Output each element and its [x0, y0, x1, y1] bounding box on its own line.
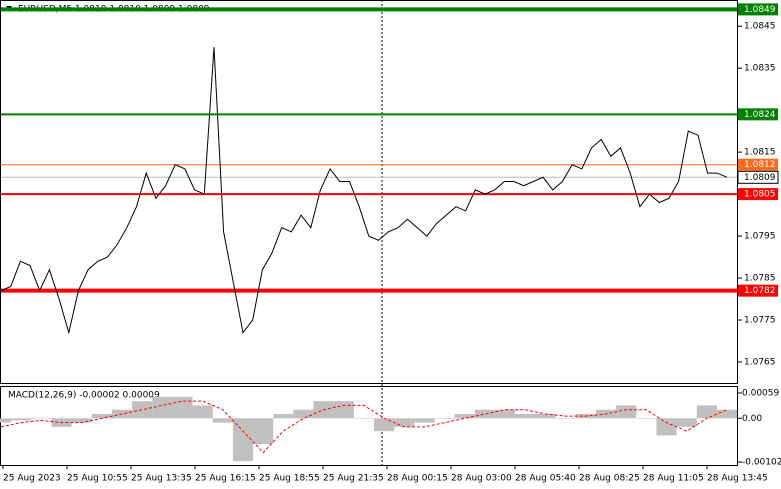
y-tick-label: 1.0815 [744, 148, 776, 158]
macd-bar [0, 418, 12, 423]
y-tick-label: 1.0795 [744, 232, 776, 242]
macd-bar [333, 401, 354, 419]
macd-bar [11, 418, 32, 421]
macd-title: MACD(12,26,9) -0.00002 0.00009 [8, 391, 160, 401]
macd-bar [273, 414, 294, 419]
macd-signal [0, 400, 728, 454]
macd-bar [555, 418, 576, 419]
level-label: 1.0805 [744, 190, 776, 200]
macd-bar [454, 414, 475, 419]
macd-bar [394, 418, 415, 427]
y-tick-label: 1.0845 [744, 22, 776, 32]
macd-bar [212, 418, 233, 423]
x-tick-label: 25 Aug 18:55 [259, 474, 320, 484]
macd-bar [31, 418, 52, 419]
y-tick-label: 1.0775 [744, 316, 776, 326]
x-tick-label: 28 Aug 00:15 [387, 474, 448, 484]
price-line [0, 47, 728, 335]
macd-y-tick-label: 0.00059 [742, 389, 779, 399]
macd-bar [91, 414, 112, 419]
macd-bar [172, 396, 193, 419]
last-price-box [737, 170, 779, 184]
macd-bar [716, 409, 738, 419]
x-tick-label: 25 Aug 13:35 [131, 474, 192, 484]
level-label-box [738, 284, 778, 297]
macd-bar [676, 418, 697, 427]
macd-bar [535, 414, 556, 419]
x-tick-label: 28 Aug 03:00 [451, 474, 512, 484]
macd-bar [253, 418, 274, 444]
macd-y-tick-label: 0.00 [742, 414, 762, 424]
macd-bar [616, 405, 637, 419]
x-tick-label: 28 Aug 08:25 [579, 474, 640, 484]
level-label-box [738, 158, 778, 171]
y-tick-label: 1.0835 [744, 64, 776, 74]
x-tick-label: 25 Aug 2023 [3, 474, 61, 484]
macd-bar [495, 409, 516, 419]
macd-bar [696, 405, 717, 419]
level-label-box [738, 188, 778, 201]
macd-bar [656, 418, 677, 436]
level-label: 1.0812 [744, 160, 776, 170]
x-tick-label: 28 Aug 11:05 [643, 474, 704, 484]
macd-bar [71, 418, 92, 423]
macd-frame [0, 386, 738, 466]
x-tick-label: 28 Aug 13:45 [707, 474, 768, 484]
x-tick-label: 25 Aug 10:55 [67, 474, 128, 484]
level-label: 1.0824 [744, 110, 776, 120]
y-tick-label: 1.0765 [744, 358, 776, 368]
level-label: 1.0849 [744, 5, 776, 15]
x-tick-label: 28 Aug 05:40 [515, 474, 576, 484]
macd-bar [515, 414, 536, 419]
macd-bar [132, 401, 153, 419]
macd-bar [353, 418, 375, 419]
level-label-box [738, 108, 778, 121]
macd-bar [636, 418, 657, 419]
macd-bar [192, 405, 213, 419]
macd-bar [293, 409, 314, 419]
x-tick-label: 25 Aug 21:35 [323, 474, 384, 484]
macd-bar [152, 396, 173, 419]
last-price-label: 1.0809 [744, 173, 776, 183]
macd-bar [434, 418, 455, 419]
x-tick-label: 25 Aug 16:15 [195, 474, 256, 484]
macd-bar [232, 418, 254, 462]
macd-bar [374, 418, 395, 432]
macd-y-tick-label: -0.00102 [742, 458, 781, 468]
y-tick-label: 1.0785 [744, 274, 776, 284]
macd-bar [414, 418, 435, 423]
level-label: 1.0782 [744, 286, 776, 296]
level-label-box [738, 3, 778, 16]
main-frame [0, 0, 738, 384]
macd-bar [474, 409, 496, 419]
